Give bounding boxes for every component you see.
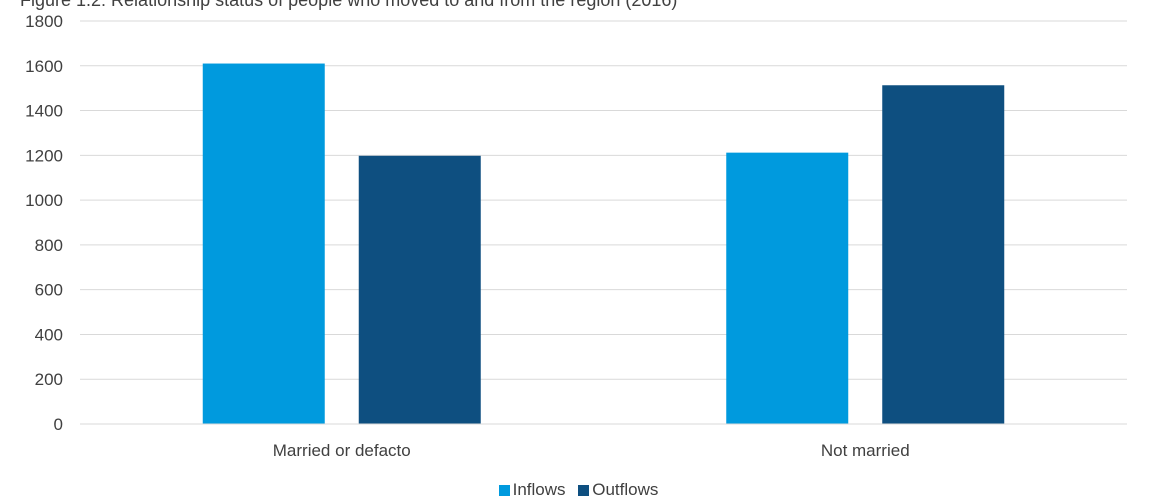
category-label: Not married	[821, 441, 910, 460]
y-tick-label: 400	[35, 325, 63, 344]
legend: Inflows Outflows	[0, 480, 1157, 501]
y-axis-ticks: 0 200 400 600 800 1000 1200 1400 1600 1800	[25, 12, 63, 434]
legend-item-inflows: Inflows	[498, 480, 566, 500]
y-tick-label: 0	[54, 415, 63, 434]
legend-item-outflows: Outflows	[578, 480, 658, 500]
y-tick-label: 200	[35, 370, 63, 389]
bar-outflows-1	[882, 85, 1005, 425]
bar-outflows-0	[358, 155, 481, 424]
bars	[80, 63, 1127, 425]
y-tick-label: 600	[35, 281, 63, 300]
chart-title: Figure 1.2: Relationship status of peopl…	[20, 0, 677, 10]
y-tick-label: 1400	[25, 102, 63, 121]
y-tick-label: 800	[35, 236, 63, 255]
y-tick-label: 1600	[25, 57, 63, 76]
x-axis-categories: Married or defacto Not married	[273, 441, 910, 460]
legend-label-outflows: Outflows	[592, 480, 659, 499]
bar-inflows-0	[202, 63, 325, 425]
legend-swatch-outflows	[578, 484, 590, 496]
bar-inflows-1	[726, 152, 849, 424]
category-label: Married or defacto	[273, 441, 411, 460]
y-tick-label: 1800	[25, 12, 63, 31]
legend-swatch-inflows	[498, 484, 510, 496]
y-tick-label: 1000	[25, 191, 63, 210]
y-tick-label: 1200	[25, 146, 63, 165]
legend-label-inflows: Inflows	[512, 480, 566, 499]
